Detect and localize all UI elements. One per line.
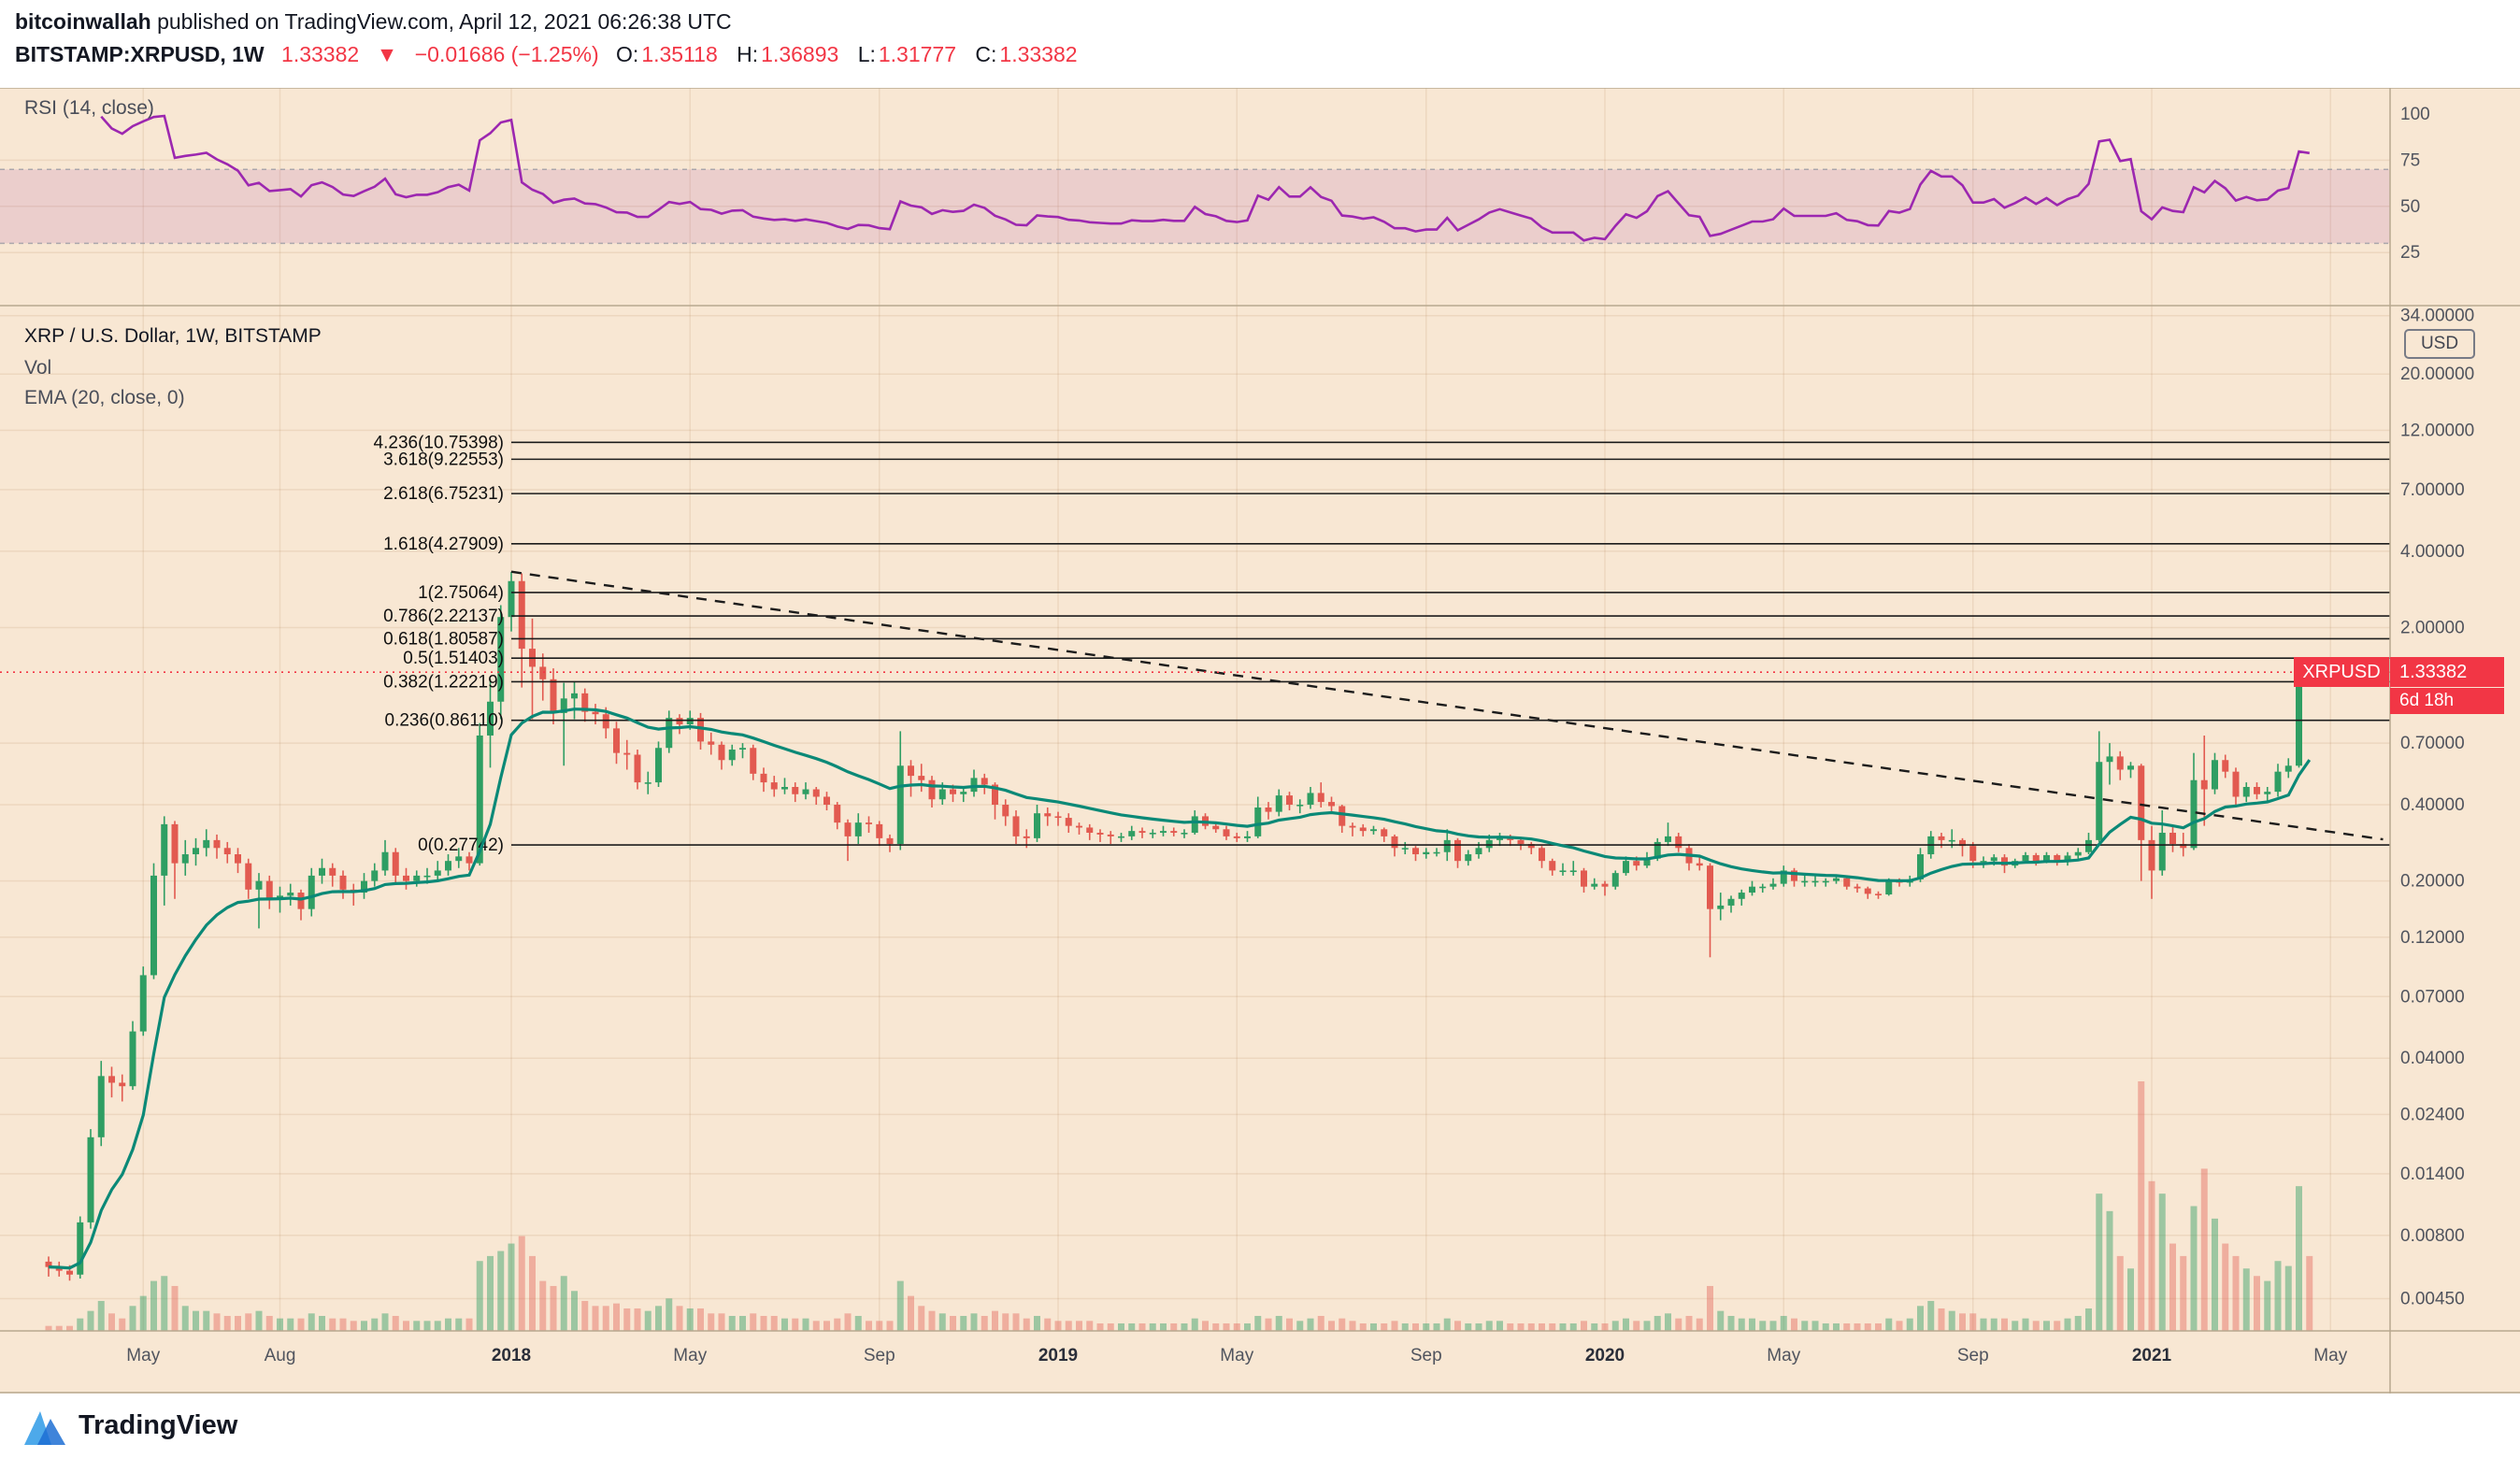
svg-text:75: 75 bbox=[2400, 150, 2420, 170]
svg-text:0.04000: 0.04000 bbox=[2400, 1049, 2465, 1068]
snapshot-header: bitcoinwallah published on TradingView.c… bbox=[0, 0, 2520, 88]
last-price-value: 1.33382 bbox=[281, 42, 360, 66]
rsi-legend: RSI (14, close) bbox=[24, 97, 154, 119]
svg-text:4.00000: 4.00000 bbox=[2400, 542, 2465, 562]
fib-label: 0.382(1.22219) bbox=[383, 672, 504, 692]
fib-label: 0.618(1.80587) bbox=[383, 629, 504, 649]
grid bbox=[0, 88, 2390, 1331]
fib-label: 4.236(10.75398) bbox=[374, 433, 504, 452]
fib-label: 0.5(1.51403) bbox=[403, 649, 504, 668]
price-change: −0.01686 (−1.25%) bbox=[414, 42, 599, 66]
bar-countdown-label: 6d 18h bbox=[2390, 688, 2504, 714]
pane-separators bbox=[0, 88, 2520, 1394]
chart-canvas[interactable]: 4.236(10.75398)3.618(9.22553) 2.618(6.752… bbox=[0, 88, 2520, 1394]
svg-text:20.00000: 20.00000 bbox=[2400, 364, 2474, 384]
volume-legend: Vol bbox=[24, 357, 52, 379]
svg-text:2020: 2020 bbox=[1585, 1346, 1625, 1365]
byline: bitcoinwallah published on TradingView.c… bbox=[15, 9, 2520, 35]
rsi-line bbox=[100, 114, 2310, 242]
open-pair: O: 1.35118 bbox=[616, 42, 718, 66]
trendline[interactable] bbox=[510, 570, 2384, 841]
svg-text:12.00000: 12.00000 bbox=[2400, 421, 2474, 440]
fib-label: 0.786(2.22137) bbox=[383, 607, 504, 626]
svg-text:0.12000: 0.12000 bbox=[2400, 928, 2465, 948]
fib-label: 1(2.75064) bbox=[418, 583, 504, 603]
down-arrow-icon: ▼ bbox=[376, 42, 398, 66]
time-axis[interactable]: May Aug 2018 May Sep 2019 May Sep 2020 May Sep 2021… bbox=[126, 1346, 2347, 1365]
svg-text:May: May bbox=[126, 1346, 160, 1365]
price-axis[interactable]: 34.00000 20.00000 12.00000 7.00000 4.00000 2.… bbox=[2400, 105, 2474, 1309]
svg-text:0.40000: 0.40000 bbox=[2400, 795, 2465, 815]
fib-label: 1.618(4.27909) bbox=[383, 535, 504, 554]
svg-text:0.00450: 0.00450 bbox=[2400, 1290, 2465, 1309]
svg-text:Sep: Sep bbox=[1957, 1346, 1989, 1365]
svg-text:Sep: Sep bbox=[1410, 1346, 1442, 1365]
fib-label: 3.618(9.22553) bbox=[383, 450, 504, 469]
high-pair: H: 1.36893 bbox=[737, 42, 839, 66]
tradingview-logo-icon[interactable] bbox=[22, 1406, 67, 1447]
svg-text:34.00000: 34.00000 bbox=[2400, 307, 2474, 326]
svg-text:May: May bbox=[673, 1346, 707, 1365]
svg-text:0.00800: 0.00800 bbox=[2400, 1226, 2465, 1246]
svg-text:Sep: Sep bbox=[864, 1346, 895, 1365]
svg-text:May: May bbox=[1220, 1346, 1253, 1365]
symbol-title: BITSTAMP:XRPUSD, 1W bbox=[15, 42, 265, 66]
svg-text:May: May bbox=[2313, 1346, 2347, 1365]
svg-text:Aug: Aug bbox=[265, 1346, 296, 1365]
svg-text:May: May bbox=[1767, 1346, 1800, 1365]
symbol-status-row: BITSTAMP:XRPUSD, 1W 1.33382 ▼ −0.01686 (… bbox=[15, 42, 2520, 67]
svg-text:0.70000: 0.70000 bbox=[2400, 734, 2465, 753]
chart-region[interactable]: 4.236(10.75398) 3.618(9.22553) 2.618(6.752… bbox=[0, 88, 2520, 1394]
low-pair: L: 1.31777 bbox=[857, 42, 957, 66]
footer: TradingView bbox=[0, 1394, 2520, 1458]
svg-text:2018: 2018 bbox=[492, 1346, 531, 1365]
author-name[interactable]: bitcoinwallah bbox=[15, 9, 151, 34]
fib-label: 0(0.27742) bbox=[418, 836, 504, 855]
main-legend-symbol: XRP / U.S. Dollar, 1W, BITSTAMP bbox=[24, 325, 322, 347]
ema-line bbox=[48, 708, 2312, 1270]
svg-text:0.02400: 0.02400 bbox=[2400, 1105, 2465, 1124]
currency-toggle[interactable]: USD bbox=[2404, 329, 2475, 359]
svg-text:0.20000: 0.20000 bbox=[2400, 872, 2465, 892]
candles-series bbox=[45, 571, 2313, 1281]
close-pair: C: 1.33382 bbox=[975, 42, 1078, 66]
svg-text:0.01400: 0.01400 bbox=[2400, 1165, 2465, 1184]
svg-text:100: 100 bbox=[2400, 105, 2430, 124]
svg-text:50: 50 bbox=[2400, 197, 2420, 217]
volume-series bbox=[45, 1081, 2313, 1331]
svg-text:7.00000: 7.00000 bbox=[2400, 480, 2465, 500]
svg-text:2021: 2021 bbox=[2132, 1346, 2172, 1365]
fib-label: 0.236(0.86110) bbox=[385, 711, 504, 731]
svg-text:2.00000: 2.00000 bbox=[2400, 618, 2465, 637]
fib-retracement[interactable]: 4.236(10.75398)3.618(9.22553) 2.618(6.752… bbox=[374, 433, 2390, 855]
fib-label: 2.618(6.75231) bbox=[383, 484, 504, 504]
ema-legend: EMA (20, close, 0) bbox=[24, 387, 185, 408]
current-price-label: 1.33382 bbox=[2390, 657, 2504, 687]
svg-text:2019: 2019 bbox=[1038, 1346, 1078, 1365]
publish-info: published on TradingView.com, April 12, … bbox=[150, 9, 732, 34]
brand-name[interactable]: TradingView bbox=[79, 1410, 238, 1440]
svg-text:0.07000: 0.07000 bbox=[2400, 987, 2465, 1007]
svg-text:25: 25 bbox=[2400, 243, 2420, 263]
symbol-price-tag: XRPUSD bbox=[2294, 657, 2389, 687]
